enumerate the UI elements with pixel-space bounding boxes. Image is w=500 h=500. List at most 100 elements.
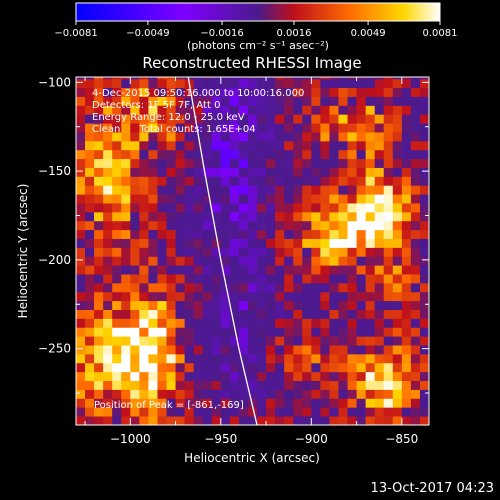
heatmap-cell (229, 78, 240, 89)
heatmap-cell (383, 203, 394, 213)
heatmap-cell (112, 362, 122, 373)
heatmap-cell (257, 185, 267, 195)
heatmap-cell (293, 114, 303, 124)
heatmap-cell (229, 353, 240, 364)
heatmap-cell (356, 336, 367, 346)
heatmap-cell (365, 336, 376, 346)
heatmap-cell (275, 78, 285, 89)
heatmap-cell (347, 211, 357, 222)
heatmap-cell (193, 140, 204, 151)
heatmap-cell (401, 247, 412, 257)
heatmap-cell (247, 247, 258, 257)
heatmap-cell (229, 185, 240, 195)
heatmap-cell (94, 380, 104, 390)
heatmap-cell (148, 149, 158, 160)
heatmap-cell (311, 176, 321, 186)
colorbar-tick-label: −0.0049 (126, 28, 169, 39)
heatmap-cell (365, 265, 376, 275)
heatmap-cell (365, 123, 376, 133)
heatmap-cell (202, 105, 213, 115)
heatmap-cell (202, 229, 213, 239)
heatmap-cell (356, 238, 367, 248)
heatmap-cell (103, 345, 113, 355)
heatmap-cell (238, 256, 249, 266)
heatmap-cell (320, 185, 330, 195)
heatmap-cell (293, 327, 303, 337)
heatmap-cell (157, 220, 167, 231)
heatmap-cell (329, 176, 339, 186)
heatmap-cell (112, 300, 122, 310)
heatmap-cell (320, 256, 330, 266)
heatmap-cell (85, 114, 95, 124)
heatmap-cell (157, 336, 167, 346)
heatmap-cell (284, 132, 294, 142)
heatmap-cell (166, 407, 176, 417)
heatmap-cell (338, 371, 348, 382)
heatmap-cell (419, 176, 429, 186)
heatmap-cell (184, 318, 195, 328)
heatmap-cell (247, 407, 258, 417)
heatmap-cell (293, 416, 303, 425)
heatmap-cell (329, 105, 339, 115)
heatmap-cell (220, 362, 231, 373)
heatmap-cell (202, 247, 213, 257)
heatmap-cell (338, 185, 348, 195)
heatmap-cell (238, 274, 249, 284)
heatmap-cell (293, 291, 303, 302)
heatmap-cell (347, 371, 357, 382)
heatmap-cell (329, 256, 339, 266)
heatmap-cell (383, 407, 394, 417)
heatmap-cell (374, 345, 385, 355)
heatmap-cell (320, 87, 330, 97)
heatmap-cell (284, 87, 294, 97)
heatmap-cell (220, 229, 231, 239)
heatmap-cell (166, 274, 176, 284)
heatmap-cell (139, 229, 149, 239)
heatmap-cell (338, 416, 348, 425)
heatmap-cell (193, 211, 204, 222)
heatmap-cell (329, 203, 339, 213)
heatmap-cell (284, 185, 294, 195)
heatmap-cell (238, 416, 249, 425)
heatmap-cell (374, 77, 385, 80)
heatmap-cell (85, 194, 95, 204)
heatmap-cell (175, 123, 186, 133)
heatmap-cell (356, 158, 367, 168)
heatmap-cell (410, 407, 421, 417)
colorbar-label: (photons cm⁻² s⁻¹ asec⁻²) (187, 39, 329, 52)
heatmap-cell (257, 362, 267, 373)
heatmap-cell (257, 176, 267, 186)
heatmap-cell (257, 238, 267, 248)
heatmap-cell (139, 203, 149, 213)
heatmap-cell (374, 167, 385, 177)
heatmap-cell (347, 300, 357, 310)
x-tick-label: −850 (385, 432, 418, 446)
heatmap-cell (374, 203, 385, 213)
heatmap-cell (157, 353, 167, 364)
heatmap-cell (338, 77, 348, 80)
heatmap-cell (121, 220, 131, 231)
heatmap-cell (184, 371, 195, 382)
heatmap-cell (112, 353, 122, 364)
heatmap-cell (229, 398, 240, 408)
heatmap-cell (401, 194, 412, 204)
heatmap-cell (392, 256, 403, 266)
heatmap-cell (302, 309, 312, 319)
heatmap-cell (329, 336, 339, 346)
heatmap-cell (85, 345, 95, 355)
heatmap-cell (392, 407, 403, 417)
heatmap-cell (193, 398, 204, 408)
heatmap-cell (293, 96, 303, 106)
heatmap-cell (139, 371, 149, 382)
heatmap-cell (94, 389, 104, 399)
heatmap-cell (284, 336, 294, 346)
heatmap-cell (130, 203, 140, 213)
heatmap-cell (365, 203, 376, 213)
heatmap-cell (103, 149, 113, 160)
x-tick-label: −950 (204, 432, 237, 446)
heatmap-cell (311, 87, 321, 97)
heatmap-cell (284, 176, 294, 186)
heatmap-cell (311, 78, 321, 89)
heatmap-cell (94, 362, 104, 373)
heatmap-cell (139, 274, 149, 284)
